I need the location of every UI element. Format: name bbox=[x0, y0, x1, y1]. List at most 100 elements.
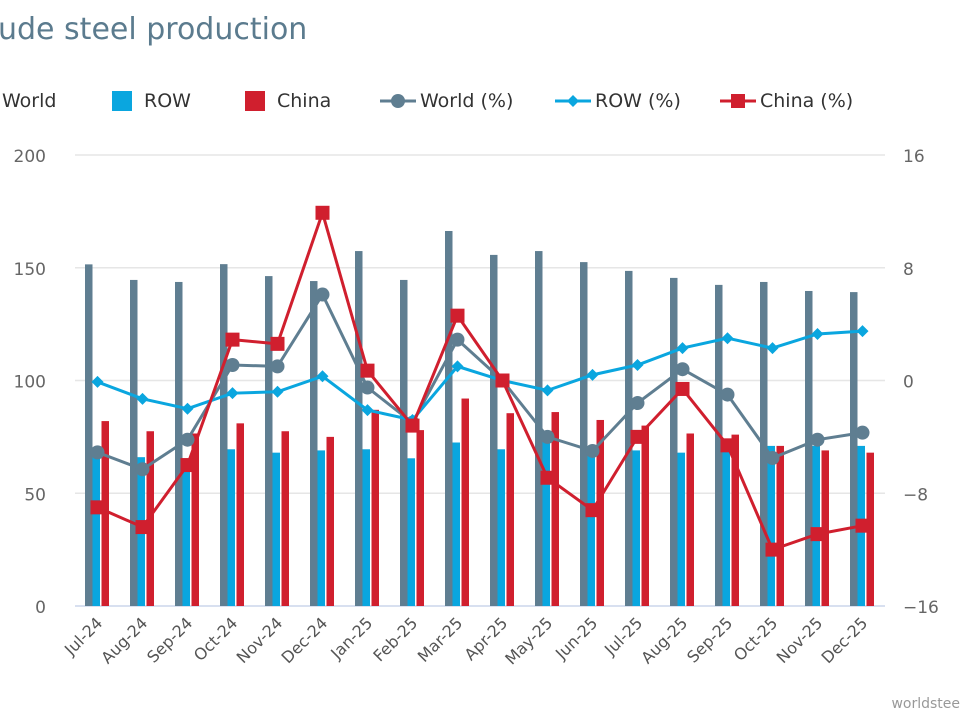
left-axis-tick-label: 0 bbox=[35, 598, 46, 618]
point-china-pct bbox=[270, 336, 285, 351]
point-china-pct bbox=[450, 308, 465, 323]
legend-item[interactable]: World bbox=[0, 90, 56, 112]
bar-china bbox=[821, 450, 829, 606]
point-row-pct bbox=[181, 402, 194, 415]
left-axis-tick-label: 50 bbox=[24, 485, 46, 505]
left-axis-tick-label: 100 bbox=[14, 373, 46, 393]
x-axis-tick-label: Mar-25 bbox=[414, 613, 467, 666]
point-world-pct bbox=[225, 357, 240, 372]
bar-china bbox=[101, 421, 109, 606]
bar-row bbox=[587, 448, 595, 606]
point-china-pct bbox=[630, 429, 645, 444]
bar-world bbox=[670, 277, 678, 606]
point-world-pct bbox=[315, 287, 330, 302]
bar-world bbox=[445, 230, 453, 606]
bar-world bbox=[400, 279, 408, 606]
point-world-pct bbox=[855, 425, 870, 440]
point-china-pct bbox=[810, 527, 825, 542]
bar-china bbox=[551, 412, 559, 606]
point-row-pct bbox=[811, 327, 824, 340]
point-row-pct bbox=[451, 360, 464, 373]
bar-row bbox=[272, 452, 280, 606]
bar-china bbox=[236, 423, 244, 606]
bar-china bbox=[461, 398, 469, 606]
x-axis-tick-label: Oct-24 bbox=[190, 613, 241, 664]
x-axis-tick-label: Jun-25 bbox=[551, 613, 601, 663]
legend-label: China bbox=[277, 90, 332, 112]
legend-square-icon bbox=[112, 91, 132, 111]
bar-row bbox=[452, 442, 460, 606]
right-axis-tick-label: 0 bbox=[903, 373, 914, 393]
legend-item[interactable]: China (%) bbox=[720, 90, 853, 112]
bar-row bbox=[812, 445, 820, 606]
legend-item[interactable]: ROW bbox=[112, 90, 191, 112]
bar-world bbox=[130, 279, 138, 606]
point-row-pct bbox=[271, 385, 284, 398]
x-axis-tick-label: Jan-25 bbox=[326, 613, 376, 663]
point-china-pct bbox=[405, 418, 420, 433]
bar-china bbox=[281, 431, 289, 606]
point-china-pct bbox=[135, 520, 150, 535]
point-world-pct bbox=[585, 443, 600, 458]
bar-world bbox=[625, 270, 633, 606]
point-china-pct bbox=[360, 363, 375, 378]
right-axis-tick-label: −16 bbox=[903, 598, 939, 618]
point-world-pct bbox=[180, 432, 195, 447]
point-row-pct bbox=[586, 368, 599, 381]
point-china-pct bbox=[225, 332, 240, 347]
point-row-pct bbox=[91, 375, 104, 388]
point-world-pct bbox=[765, 451, 780, 466]
x-axis-tick-label: Dec-24 bbox=[278, 613, 332, 667]
legend-square-icon bbox=[245, 91, 265, 111]
bar-china bbox=[596, 419, 604, 606]
point-world-pct bbox=[360, 380, 375, 395]
point-china-pct bbox=[315, 205, 330, 220]
bar-row bbox=[407, 458, 415, 606]
line-china- bbox=[96, 207, 863, 552]
point-china-pct bbox=[180, 458, 195, 473]
point-row-pct bbox=[631, 358, 644, 371]
point-row-pct bbox=[136, 392, 149, 405]
legend-item[interactable]: ROW (%) bbox=[555, 90, 681, 112]
point-row-pct bbox=[676, 342, 689, 355]
bar-world bbox=[535, 251, 543, 607]
x-axis-tick-label: Oct-25 bbox=[730, 613, 781, 664]
point-china-pct bbox=[855, 518, 870, 533]
point-world-pct bbox=[810, 432, 825, 447]
point-china-pct bbox=[90, 500, 105, 515]
legend-item[interactable]: China bbox=[245, 90, 331, 112]
x-axis-tick-label: Nov-24 bbox=[233, 613, 287, 667]
x-axis-tick-label: Dec-25 bbox=[818, 613, 872, 667]
point-world-pct bbox=[90, 445, 105, 460]
point-row-pct bbox=[766, 342, 779, 355]
bar-world bbox=[580, 262, 588, 606]
bar-row bbox=[767, 445, 775, 606]
point-world-pct bbox=[270, 359, 285, 374]
point-world-pct bbox=[135, 462, 150, 477]
point-china-pct bbox=[585, 503, 600, 518]
bar-china bbox=[866, 452, 874, 606]
bar-world bbox=[850, 292, 858, 606]
legend-label: China (%) bbox=[760, 90, 854, 112]
bar-world bbox=[490, 254, 498, 607]
bar-world bbox=[805, 290, 813, 606]
bar-row bbox=[722, 443, 730, 606]
bar-world bbox=[265, 276, 273, 606]
bar-row bbox=[632, 450, 640, 606]
bar-row bbox=[92, 452, 100, 606]
left-axis-tick-label: 200 bbox=[14, 147, 46, 167]
bar-row bbox=[227, 449, 235, 606]
bar-world bbox=[715, 284, 723, 606]
x-axis-tick-label: Sep-25 bbox=[683, 613, 736, 666]
point-china-pct bbox=[675, 381, 690, 396]
left-axis-tick-label: 150 bbox=[14, 260, 46, 280]
bar-china bbox=[731, 434, 739, 606]
point-row-pct bbox=[721, 332, 734, 345]
bar-world bbox=[355, 251, 363, 607]
x-axis-tick-label: May-25 bbox=[501, 613, 556, 668]
legend-item[interactable]: World (%) bbox=[380, 90, 513, 112]
legend-square-icon bbox=[720, 94, 756, 108]
point-world-pct bbox=[540, 429, 555, 444]
legend-label: ROW bbox=[144, 90, 191, 112]
